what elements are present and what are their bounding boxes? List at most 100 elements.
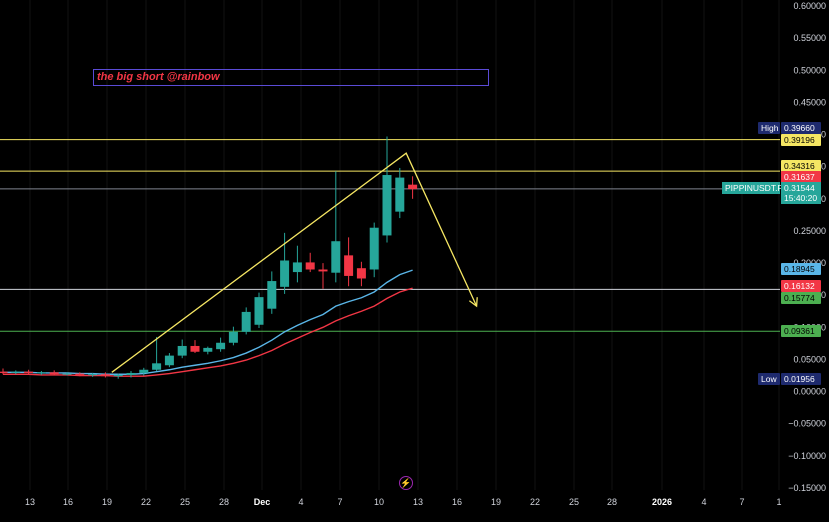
candle-body (113, 374, 123, 377)
x-tick-label: 22 (141, 497, 151, 507)
x-tick-label: 19 (491, 497, 501, 507)
moving-average-line (3, 269, 413, 375)
x-tick-label: 28 (607, 497, 617, 507)
candles-layer (0, 136, 418, 379)
x-tick-label: 16 (452, 497, 462, 507)
level-value-bg (781, 292, 821, 304)
level-value: 0.31637 (784, 172, 815, 182)
projection-arrow (111, 152, 478, 373)
candle-body (228, 331, 238, 343)
symbol-value: 0.31544 (784, 183, 815, 193)
candle-body (280, 260, 290, 287)
candle-body (216, 342, 226, 350)
y-tick-label: −0.15000 (788, 483, 826, 493)
x-tick-label: 1 (776, 497, 781, 507)
x-tick-label: 13 (25, 497, 35, 507)
candle-body (395, 177, 405, 212)
high-label-bg (758, 122, 780, 134)
grid-layer (29, 0, 780, 490)
level-value: 0.18945 (784, 264, 815, 274)
x-tick-label: 22 (530, 497, 540, 507)
candle-body (49, 372, 59, 375)
arrow-head (468, 297, 478, 308)
annotation-text: the big short @rainbow (97, 71, 220, 83)
candle-body (62, 373, 72, 375)
x-tick-label: 4 (701, 497, 706, 507)
x-axis[interactable]: 13 16 19 22 25 28 Dec 4 7 10 13 16 19 22 25 28 2026 4 7 1 (25, 497, 782, 507)
x-tick-label: 7 (337, 497, 342, 507)
x-tick-label: 13 (413, 497, 423, 507)
level-value: 0.34316 (784, 161, 815, 171)
y-tick-label: 0.00000 (793, 387, 826, 397)
candle-body (164, 355, 174, 366)
countdown: 15:40:20 (784, 193, 817, 203)
candle-body (139, 369, 149, 373)
x-tick-label: 25 (180, 497, 190, 507)
y-axis[interactable]: 0.600000.550000.500000.450000.400000.350… (788, 1, 826, 493)
y-tick-label: −0.10000 (788, 451, 826, 461)
level-value: 0.15774 (784, 293, 815, 303)
y-tick-label: 0.25000 (793, 226, 826, 236)
candle-body (0, 371, 8, 373)
candle-body (24, 371, 34, 373)
candle-body (241, 311, 251, 332)
high-label: High (761, 123, 779, 133)
y-tick-label: 0.45000 (793, 97, 826, 107)
candle-body (356, 268, 366, 279)
candle-body (254, 297, 264, 325)
symbol-label: PIPPINUSDT.P (725, 183, 783, 193)
lightning-icon[interactable]: ⚡ (399, 476, 413, 490)
candle-body (88, 374, 98, 376)
level-value-bg (781, 171, 821, 183)
low-label: Low (761, 374, 777, 384)
candle-body (305, 262, 315, 270)
y-tick-label: 0.50000 (793, 65, 826, 75)
symbol-value-bg (781, 182, 821, 204)
y-tick-label: 0.60000 (793, 1, 826, 11)
candle-body (190, 345, 200, 352)
level-value-bg (781, 280, 821, 292)
high-value-bg (781, 122, 821, 134)
symbol-tag-bg (722, 182, 780, 194)
low-label-bg (758, 373, 780, 385)
candle-body (369, 227, 379, 270)
y-tick-label: 0.55000 (793, 33, 826, 43)
candle-body (331, 241, 341, 273)
level-value-bg (781, 325, 821, 337)
moving-average-line (3, 287, 413, 377)
candle-body (382, 175, 392, 236)
candle-body (292, 262, 302, 273)
level-value: 0.09361 (784, 326, 815, 336)
x-tick-label: 7 (739, 497, 744, 507)
projection-line (111, 152, 478, 373)
x-tick-label: 10 (374, 497, 384, 507)
candle-body (152, 363, 162, 370)
horizontal-levels (0, 139, 780, 332)
high-value: 0.39660 (784, 123, 815, 133)
annotation-box[interactable]: the big short @rainbow (93, 69, 489, 86)
x-tick-label: 16 (63, 497, 73, 507)
candle-body (177, 345, 187, 356)
x-tick-label: 19 (102, 497, 112, 507)
x-tick-label: 4 (298, 497, 303, 507)
candle-body (267, 281, 277, 309)
candle-body (11, 371, 21, 373)
x-tick-label: 2026 (652, 497, 672, 507)
y-tick-label: −0.05000 (788, 419, 826, 429)
candle-body (36, 372, 46, 374)
price-tags: 0.39660 High 0.01956 Low 0.39196 0.343160.316… (722, 122, 821, 385)
low-value-bg (781, 373, 821, 385)
candle-body (126, 372, 136, 375)
level-value-bg (781, 134, 821, 146)
level-value-bg (781, 263, 821, 275)
level-value: 0.39196 (784, 135, 815, 145)
candle-body (318, 269, 328, 272)
y-tick-label: 0.05000 (793, 354, 826, 364)
x-tick-label: 25 (569, 497, 579, 507)
level-value-bg (781, 160, 821, 172)
candle-body (408, 184, 418, 190)
x-tick-label: 28 (219, 497, 229, 507)
candle-body (344, 255, 354, 276)
candle-body (203, 347, 213, 352)
